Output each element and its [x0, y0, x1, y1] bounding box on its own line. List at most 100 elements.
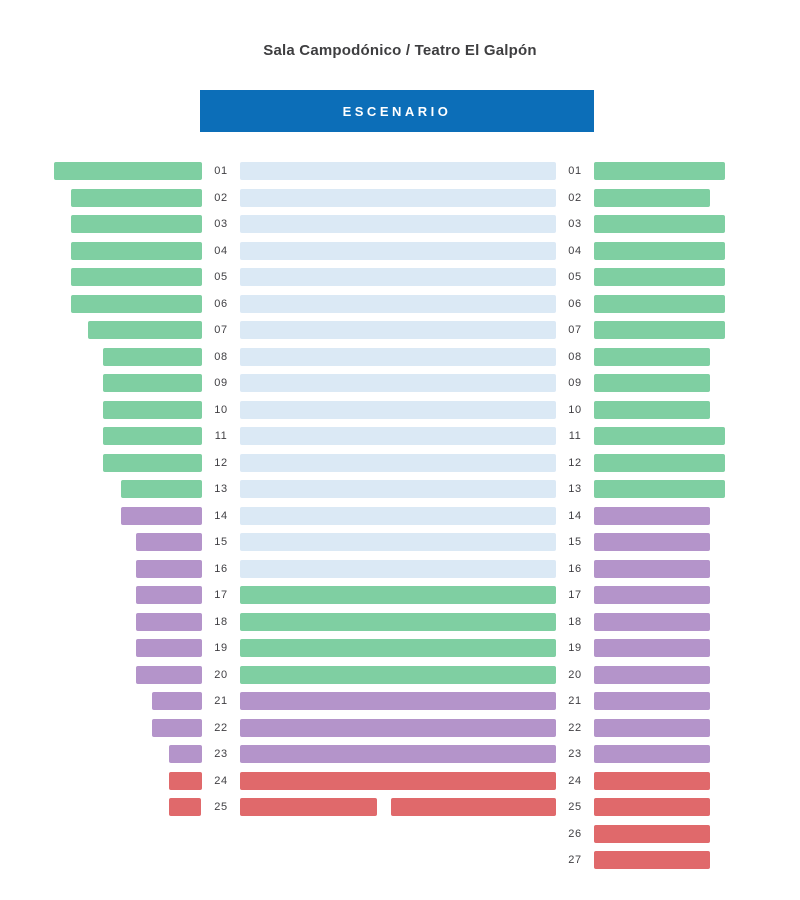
row-18-right-section[interactable] [594, 612, 710, 631]
row-03-center-section[interactable] [240, 215, 556, 233]
seat-row-16: 16 16 [0, 559, 800, 578]
row-09-left-section[interactable] [103, 374, 202, 392]
row-08-left-section[interactable] [103, 347, 202, 366]
row-06-left-section[interactable] [71, 294, 202, 313]
row-08-right-section[interactable] [594, 347, 710, 366]
row-15-right-section[interactable] [594, 533, 710, 551]
row-20-right-section[interactable] [594, 665, 710, 684]
row-19-right-section[interactable] [594, 639, 710, 657]
row-02-left-section[interactable] [71, 188, 202, 207]
row-12-center-section[interactable] [240, 453, 556, 472]
row-18-center-section[interactable] [240, 612, 556, 631]
row-01-right-label: 01 [568, 165, 582, 177]
row-02-center-section[interactable] [240, 188, 556, 207]
row-14-left-section[interactable] [121, 506, 202, 525]
row-15-left-section[interactable] [136, 533, 202, 551]
seat-row-20: 20 20 [0, 665, 800, 684]
row-05-center-section[interactable] [240, 268, 556, 286]
row-19-left-section[interactable] [136, 639, 202, 657]
row-22-center-section[interactable] [240, 718, 556, 737]
row-17-left-section[interactable] [136, 586, 202, 604]
row-04-left-section[interactable] [71, 241, 202, 260]
row-20-left-section[interactable] [136, 665, 202, 684]
row-22-left-label: 22 [214, 721, 228, 734]
seat-row-05: 05 05 [0, 268, 800, 286]
row-11-right-section[interactable] [594, 427, 725, 445]
row-06-right-label: 06 [568, 297, 582, 310]
row-01-left-section[interactable] [54, 162, 202, 180]
row-18-left-section[interactable] [136, 612, 202, 631]
row-03-left-label: 03 [214, 218, 228, 230]
row-21-left-section[interactable] [152, 692, 202, 710]
row-23-center-section[interactable] [240, 745, 556, 763]
row-22-right-section[interactable] [594, 718, 710, 737]
row-14-left-label: 14 [214, 509, 228, 522]
row-10-left-label: 10 [214, 403, 228, 416]
row-27-right-section[interactable] [594, 851, 710, 869]
row-05-right-section[interactable] [594, 268, 725, 286]
row-02-right-section[interactable] [594, 188, 710, 207]
row-03-right-section[interactable] [594, 215, 725, 233]
row-06-right-section[interactable] [594, 294, 725, 313]
row-10-right-section[interactable] [594, 400, 710, 419]
row-25-right-section[interactable] [594, 798, 710, 816]
row-16-center-section[interactable] [240, 559, 556, 578]
seat-row-14: 14 14 [0, 506, 800, 525]
seat-row-04: 04 04 [0, 241, 800, 260]
row-16-right-section[interactable] [594, 559, 710, 578]
row-09-right-section[interactable] [594, 374, 710, 392]
row-19-center-section[interactable] [240, 639, 556, 657]
row-08-center-section[interactable] [240, 347, 556, 366]
seat-row-08: 08 08 [0, 347, 800, 366]
row-16-left-label: 16 [214, 562, 228, 575]
row-14-right-section[interactable] [594, 506, 710, 525]
row-14-center-section[interactable] [240, 506, 556, 525]
row-20-center-section[interactable] [240, 665, 556, 684]
row-23-left-section[interactable] [169, 745, 202, 763]
row-11-left-section[interactable] [103, 427, 202, 445]
row-17-right-section[interactable] [594, 586, 710, 604]
row-10-center-section[interactable] [240, 400, 556, 419]
row-12-left-section[interactable] [103, 453, 202, 472]
row-01-right-section[interactable] [594, 162, 725, 180]
row-21-right-section[interactable] [594, 692, 710, 710]
row-25-center-section-2[interactable] [391, 798, 556, 816]
row-04-right-section[interactable] [594, 241, 725, 260]
row-21-center-section[interactable] [240, 692, 556, 710]
row-13-right-section[interactable] [594, 480, 725, 498]
row-09-center-section[interactable] [240, 374, 556, 392]
row-22-left-section[interactable] [152, 718, 202, 737]
row-12-right-section[interactable] [594, 453, 725, 472]
row-01-center-section[interactable] [240, 162, 556, 180]
stage-banner: ESCENARIO [200, 90, 594, 132]
row-25-center-section[interactable] [240, 798, 377, 816]
row-16-left-section[interactable] [136, 559, 202, 578]
row-05-left-label: 05 [214, 271, 228, 283]
row-05-left-section[interactable] [71, 268, 202, 286]
row-10-right-label: 10 [568, 403, 582, 416]
row-05-right-label: 05 [568, 271, 582, 283]
row-04-center-section[interactable] [240, 241, 556, 260]
row-03-left-section[interactable] [71, 215, 202, 233]
row-07-center-section[interactable] [240, 321, 556, 339]
row-13-left-section[interactable] [121, 480, 202, 498]
row-23-right-section[interactable] [594, 745, 710, 763]
row-17-center-section[interactable] [240, 586, 556, 604]
row-13-center-section[interactable] [240, 480, 556, 498]
seat-row-13: 13 13 [0, 480, 800, 498]
row-26-right-section[interactable] [594, 824, 710, 843]
row-07-left-section[interactable] [88, 321, 202, 339]
row-15-center-section[interactable] [240, 533, 556, 551]
row-06-center-section[interactable] [240, 294, 556, 313]
row-07-right-section[interactable] [594, 321, 725, 339]
row-26-right-label: 26 [568, 827, 582, 840]
row-24-right-section[interactable] [594, 771, 710, 790]
row-10-left-section[interactable] [103, 400, 202, 419]
row-24-left-section[interactable] [169, 771, 202, 790]
row-18-right-label: 18 [568, 615, 582, 628]
row-11-center-section[interactable] [240, 427, 556, 445]
row-18-left-label: 18 [214, 615, 228, 628]
row-24-center-section[interactable] [240, 771, 556, 790]
row-17-left-label: 17 [214, 589, 228, 601]
row-25-left-section[interactable] [169, 798, 201, 816]
